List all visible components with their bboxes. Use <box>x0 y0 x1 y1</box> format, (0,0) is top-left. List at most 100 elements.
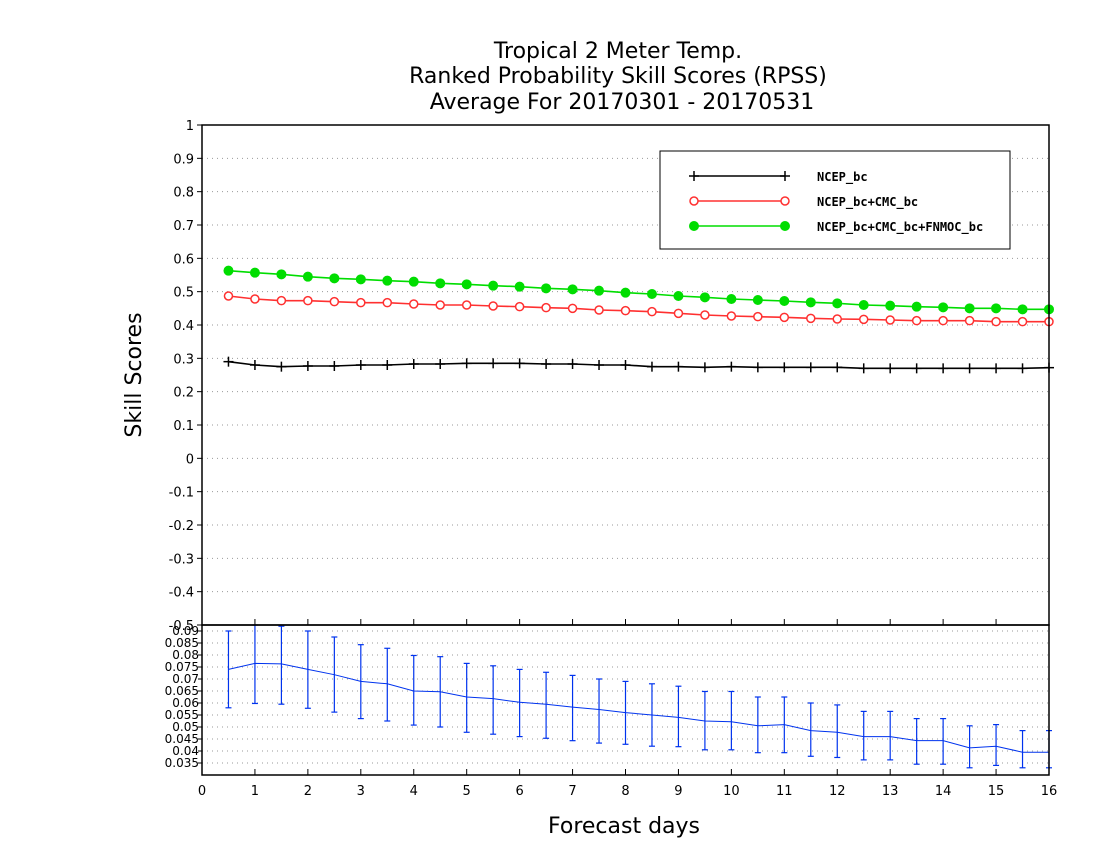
error-bar <box>543 671 550 739</box>
error-bar <box>993 723 1000 767</box>
data-point-ncep-bc-cmc-bc-fnmoc-bc <box>858 300 869 310</box>
upper-y-tick-label: -0.1 <box>169 486 194 501</box>
data-point-ncep-bc <box>488 358 499 369</box>
data-point-ncep-bc-cmc-bc <box>991 316 1001 327</box>
series-line-ncep-bc <box>228 360 1050 370</box>
chart-title-line-3: Average For 20170301 - 20170531 <box>430 90 815 115</box>
x-tick-label: 14 <box>935 784 952 799</box>
data-point-ncep-bc-cmc-bc-fnmoc-bc <box>435 278 446 289</box>
lower-y-tick-label: 0.085 <box>165 636 199 650</box>
data-point-ncep-bc-cmc-bc <box>832 314 842 324</box>
data-point-ncep-bc-cmc-bc-fnmoc-bc <box>779 296 790 306</box>
data-point-ncep-bc <box>302 361 313 371</box>
upper-y-axis-ticks: 1 0.9 0.8 0.7 0.6 0.5 0.4 0.3 0.2 0.1 0 -0.1 -0.2 -0.… <box>169 119 202 634</box>
data-point-ncep-bc-cmc-bc-fnmoc-bc <box>329 273 340 284</box>
error-bar <box>675 685 682 748</box>
lower-y-tick-label: 0.055 <box>165 708 199 722</box>
data-point-ncep-bc-cmc-bc <box>647 306 657 317</box>
error-bar <box>278 625 285 705</box>
error-bar <box>648 683 655 747</box>
x-tick-label: 7 <box>568 784 576 799</box>
lower-y-tick-label: 0.075 <box>165 660 199 674</box>
lower-panel-errorbars <box>225 624 1052 769</box>
data-point-ncep-bc <box>249 360 260 370</box>
data-point-ncep-bc-cmc-bc <box>276 295 287 306</box>
lower-y-tick-label: 0.035 <box>165 756 199 770</box>
upper-y-tick-label: 0.4 <box>173 319 194 334</box>
data-point-ncep-bc <box>752 362 763 373</box>
data-point-ncep-bc-cmc-bc <box>620 305 631 316</box>
x-axis-label: Forecast days <box>548 814 700 839</box>
data-point-ncep-bc-cmc-bc <box>329 296 340 307</box>
data-point-ncep-bc-cmc-bc <box>223 291 234 301</box>
data-point-ncep-bc-cmc-bc-fnmoc-bc <box>355 274 366 285</box>
error-bar <box>754 696 761 754</box>
error-bar <box>463 662 470 733</box>
data-point-ncep-bc-cmc-bc-fnmoc-bc <box>276 269 287 280</box>
data-point-ncep-bc-cmc-bc <box>303 295 313 306</box>
data-point-ncep-bc <box>938 363 949 374</box>
legend-entry-ncep-bc: NCEP_bc <box>689 170 868 185</box>
data-point-ncep-bc <box>779 362 790 373</box>
data-point-ncep-bc <box>964 363 975 374</box>
x-tick-label: 5 <box>463 784 471 799</box>
x-tick-label: 13 <box>882 784 899 799</box>
error-bar <box>1019 729 1026 769</box>
data-point-ncep-bc-cmc-bc <box>806 313 816 324</box>
data-point-ncep-bc-cmc-bc-fnmoc-bc <box>620 287 631 298</box>
error-bar <box>569 674 576 742</box>
x-tick-label: 10 <box>723 784 740 799</box>
data-point-ncep-bc <box>911 363 922 374</box>
data-point-ncep-bc-cmc-bc-fnmoc-bc <box>699 292 710 303</box>
legend-marker <box>689 196 699 206</box>
x-tick-label: 3 <box>357 784 365 799</box>
upper-y-tick-label: 0.1 <box>173 419 194 434</box>
data-point-ncep-bc <box>673 361 684 372</box>
error-bar <box>940 717 947 765</box>
data-point-ncep-bc <box>699 362 710 373</box>
error-bar <box>331 636 338 713</box>
data-point-ncep-bc <box>514 358 525 369</box>
data-point-ncep-bc-cmc-bc-fnmoc-bc <box>885 300 896 311</box>
data-point-ncep-bc-cmc-bc <box>964 315 975 326</box>
upper-y-tick-label: -0.3 <box>169 552 194 567</box>
x-tick-label: 9 <box>674 784 682 799</box>
data-point-ncep-bc-cmc-bc <box>488 301 498 311</box>
legend-marker <box>689 171 699 181</box>
error-bar <box>516 668 523 738</box>
data-point-ncep-bc <box>726 361 737 372</box>
legend-marker <box>780 196 790 206</box>
data-point-ncep-bc <box>223 356 234 367</box>
series-line-ncep-bc-cmc-bc-fnmoc-bc <box>228 269 1049 311</box>
data-point-ncep-bc-cmc-bc <box>250 294 260 304</box>
data-point-ncep-bc-cmc-bc <box>858 314 869 325</box>
data-point-ncep-bc-cmc-bc-fnmoc-bc <box>726 294 737 304</box>
error-bar <box>728 690 735 751</box>
lower-y-tick-label: 0.045 <box>165 732 199 746</box>
error-bar <box>596 678 603 744</box>
data-point-ncep-bc <box>1017 363 1028 374</box>
data-point-ncep-bc <box>567 359 578 369</box>
x-tick-label: 0 <box>198 784 206 799</box>
data-point-ncep-bc <box>805 362 816 373</box>
data-point-ncep-bc-cmc-bc <box>567 303 578 314</box>
error-bar <box>622 680 629 745</box>
error-bar <box>781 696 788 754</box>
error-bar <box>701 690 708 751</box>
data-point-ncep-bc-cmc-bc-fnmoc-bc <box>541 283 552 294</box>
data-point-ncep-bc-cmc-bc-fnmoc-bc <box>832 298 843 309</box>
error-bar <box>490 665 497 735</box>
data-point-ncep-bc <box>541 359 552 369</box>
error-bar <box>807 702 814 757</box>
data-point-ncep-bc-cmc-bc-fnmoc-bc <box>1017 304 1028 315</box>
data-point-ncep-bc-cmc-bc <box>700 310 710 320</box>
data-point-ncep-bc-cmc-bc <box>461 300 472 310</box>
data-point-ncep-bc <box>858 363 869 374</box>
data-point-ncep-bc-cmc-bc-fnmoc-bc <box>673 291 684 301</box>
upper-y-tick-label: 1 <box>186 119 194 134</box>
data-point-ncep-bc-cmc-bc <box>594 305 604 315</box>
data-point-ncep-bc-cmc-bc-fnmoc-bc <box>646 289 657 299</box>
x-tick-label: 16 <box>1041 784 1058 799</box>
lower-y-tick-label: 0.04 <box>172 744 199 758</box>
